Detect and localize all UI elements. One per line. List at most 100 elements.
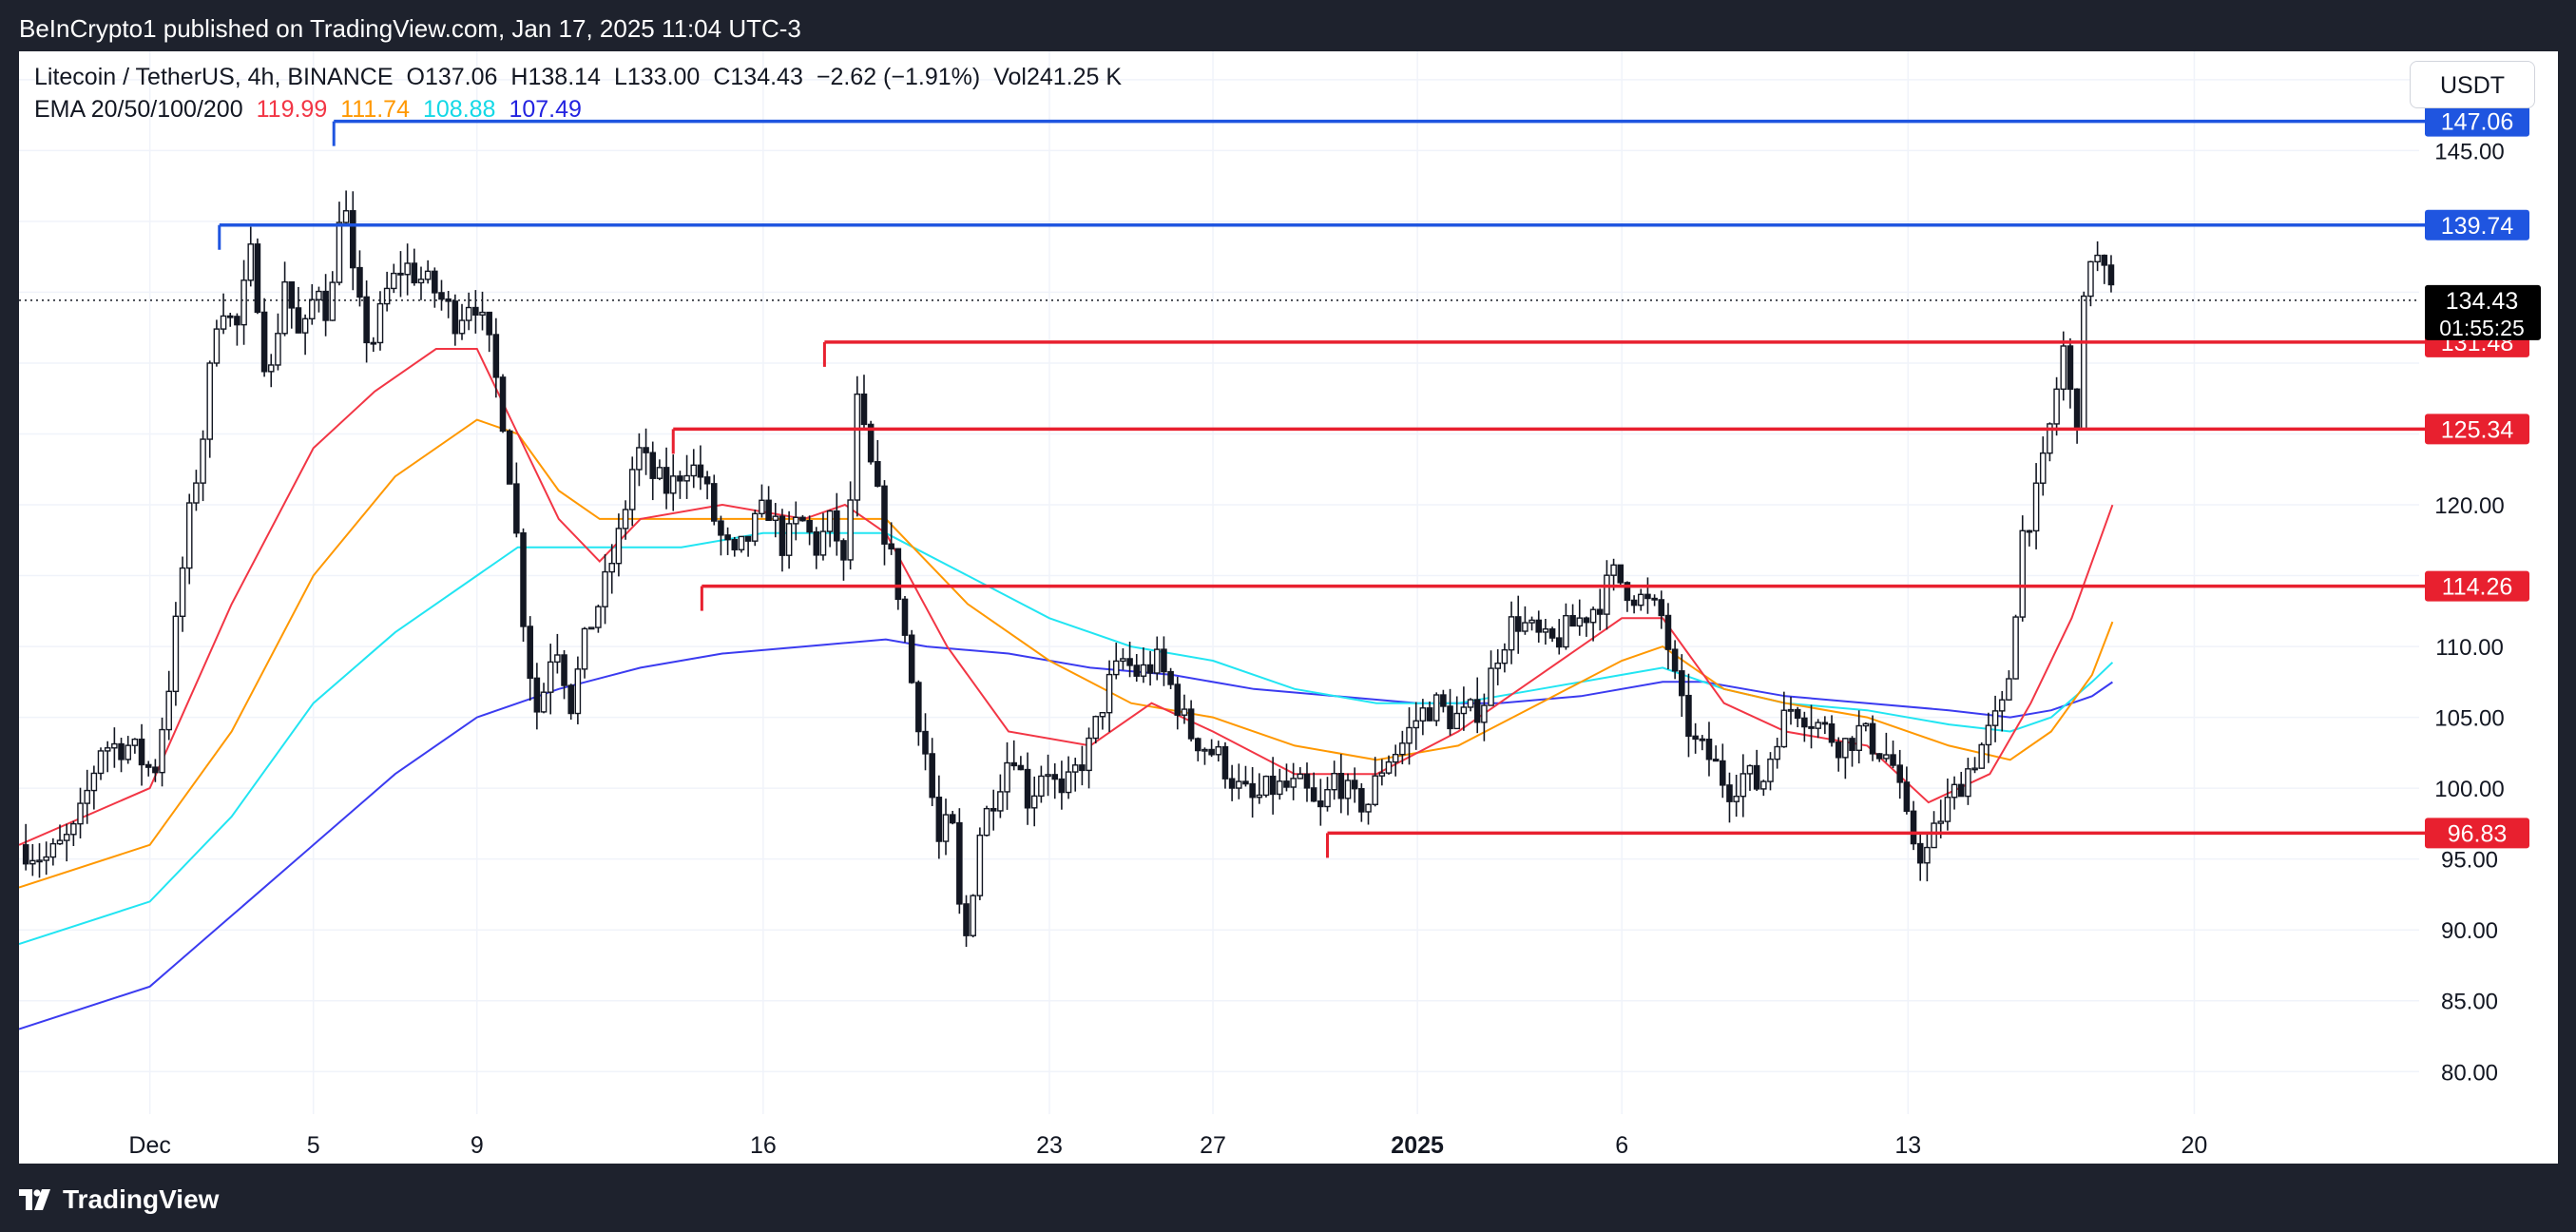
candle-body bbox=[254, 243, 261, 314]
candle-body bbox=[1310, 787, 1317, 802]
candle-body bbox=[1344, 780, 1352, 799]
candle-body bbox=[1821, 722, 1829, 725]
candle-body bbox=[533, 677, 541, 713]
candle-body bbox=[295, 307, 302, 334]
candle-body bbox=[397, 272, 404, 276]
candle-body bbox=[1460, 706, 1468, 715]
y-tick-label: 90.00 bbox=[2441, 918, 2498, 944]
candle-body bbox=[1787, 708, 1795, 712]
candle-body bbox=[1277, 780, 1283, 796]
price-chart[interactable]: 147.06139.74131.48125.34114.2696.83134.4… bbox=[19, 51, 2558, 1164]
ohlc-high: H138.14 bbox=[510, 64, 601, 90]
candle-body bbox=[956, 821, 963, 905]
candle-body bbox=[1262, 775, 1270, 797]
candle-body bbox=[520, 531, 527, 627]
candle-body bbox=[391, 272, 397, 290]
candle-body bbox=[424, 270, 432, 280]
candle-body bbox=[1256, 794, 1263, 799]
candle-body bbox=[867, 423, 875, 463]
candle-body bbox=[1208, 748, 1215, 756]
candle-body bbox=[1242, 780, 1249, 785]
candle-body bbox=[2026, 529, 2033, 533]
y-tick-label: 120.00 bbox=[2434, 493, 2504, 519]
candle-body bbox=[1589, 608, 1597, 624]
ohlc-low: L133.00 bbox=[613, 64, 701, 90]
candle-body bbox=[179, 567, 186, 617]
symbol-legend: Litecoin / TetherUS, 4h, BINANCE O137.06 H… bbox=[34, 64, 1135, 91]
candle-body bbox=[356, 266, 363, 298]
candle-body bbox=[765, 499, 772, 522]
candle-body bbox=[1187, 708, 1195, 740]
ema200-value: 107.49 bbox=[509, 96, 582, 123]
candle-body bbox=[226, 315, 234, 318]
candle-body bbox=[683, 474, 690, 482]
publisher-text: BeInCrypto1 published on TradingView.com… bbox=[19, 14, 801, 43]
candle-body bbox=[22, 844, 29, 865]
candle-body bbox=[540, 691, 548, 713]
candle-body bbox=[1406, 726, 1413, 744]
x-tick-label: Dec bbox=[128, 1132, 170, 1159]
currency-button[interactable]: USDT bbox=[2410, 61, 2535, 108]
candle-body bbox=[2101, 254, 2108, 266]
y-tick-label: 105.00 bbox=[2434, 706, 2504, 732]
support-price-label-bg bbox=[2425, 818, 2529, 849]
candle-body bbox=[1903, 781, 1911, 812]
candle-body bbox=[350, 210, 356, 269]
ema100-value: 108.88 bbox=[423, 96, 496, 123]
candle-body bbox=[1794, 708, 1801, 720]
candle-body bbox=[43, 856, 49, 861]
candle-body bbox=[1528, 619, 1535, 624]
candle-body bbox=[2019, 529, 2027, 618]
candle-body bbox=[1432, 694, 1440, 722]
candle-body bbox=[2053, 388, 2060, 425]
y-tick-label: 100.00 bbox=[2434, 777, 2504, 802]
candle-body bbox=[1030, 795, 1038, 809]
candle-body bbox=[1835, 741, 1842, 759]
candle-body bbox=[288, 280, 296, 309]
ema50-value: 111.74 bbox=[340, 96, 410, 123]
candle-body bbox=[1998, 699, 2006, 712]
candle-body bbox=[854, 393, 861, 501]
candle-body bbox=[724, 534, 731, 541]
tradingview-icon bbox=[19, 1189, 50, 1210]
candle-body bbox=[452, 300, 459, 335]
candle-body bbox=[1201, 748, 1208, 752]
candle-body bbox=[84, 789, 90, 804]
candle-body bbox=[697, 464, 704, 478]
candle-body bbox=[1419, 707, 1427, 722]
candle-body bbox=[193, 482, 200, 504]
footer-bar: TradingView bbox=[0, 1164, 2576, 1232]
candle-body bbox=[703, 476, 711, 485]
candle-body bbox=[1351, 780, 1358, 790]
candle-body bbox=[275, 333, 281, 366]
candle-body bbox=[1133, 664, 1141, 677]
candle-body bbox=[1385, 760, 1393, 774]
candle-body bbox=[159, 728, 165, 774]
ema20-line bbox=[19, 348, 2114, 846]
candle-body bbox=[1194, 738, 1201, 752]
candle-body bbox=[636, 447, 643, 471]
candle-body bbox=[561, 654, 567, 686]
candle-body bbox=[894, 548, 902, 601]
y-tick-label: 95.00 bbox=[2441, 848, 2498, 874]
candle-body bbox=[260, 311, 268, 373]
candle-body bbox=[2060, 345, 2067, 391]
horizontal-levels[interactable]: 147.06139.74131.48125.34114.2696.83134.4… bbox=[19, 106, 2541, 858]
tradingview-logo[interactable]: TradingView bbox=[19, 1184, 219, 1215]
candle-body bbox=[935, 797, 943, 842]
ema-label: EMA 20/50/100/200 bbox=[34, 96, 243, 123]
ema-lines bbox=[19, 348, 2114, 1030]
candle-body bbox=[1733, 796, 1740, 802]
candle-body bbox=[1828, 722, 1836, 743]
candle-body bbox=[1815, 722, 1821, 729]
chart-panel[interactable]: 147.06 139.74 131.48 125.34 114.26 96.83 134.4… bbox=[19, 51, 2558, 1164]
candle-body bbox=[1086, 737, 1092, 772]
candle-body bbox=[1896, 764, 1903, 783]
candle-body bbox=[90, 772, 98, 792]
candle-body bbox=[1720, 760, 1726, 786]
candle-body bbox=[963, 903, 970, 936]
candle-body bbox=[1283, 780, 1290, 788]
candle-body bbox=[1869, 722, 1876, 755]
candle-body bbox=[1174, 683, 1182, 716]
candle-body bbox=[1358, 787, 1365, 813]
